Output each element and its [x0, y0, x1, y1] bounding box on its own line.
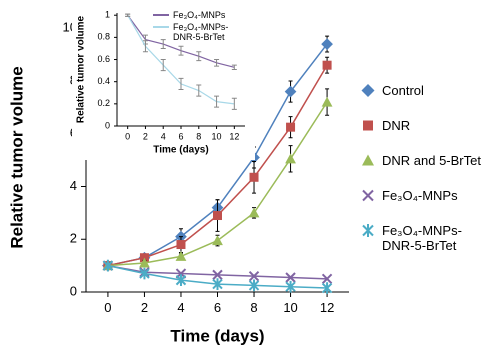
- marker: [362, 224, 374, 237]
- marker: [102, 259, 114, 272]
- legend-marker: [153, 14, 169, 16]
- legend-item: Fe₃O₄-MNPs: [152, 10, 252, 22]
- x-tick-label: 4: [161, 131, 166, 141]
- x-axis-title: Time (days): [153, 145, 208, 156]
- x-tick-label: 4: [177, 300, 184, 315]
- error-bar: [125, 13, 131, 17]
- marker: [321, 273, 333, 285]
- y-tick-label: 0.6: [97, 54, 110, 64]
- marker: [285, 280, 296, 293]
- marker: [361, 84, 375, 97]
- x-tick-label: 6: [214, 300, 221, 315]
- legend-item: Control: [360, 83, 495, 118]
- error-bar: [160, 39, 166, 49]
- y-tick-label: 1: [105, 10, 110, 20]
- y-tick-label: 0: [105, 120, 110, 130]
- legend-label: Fe₃O₄-MNPs-DNR-5-BrTet: [173, 22, 229, 42]
- error-bar: [142, 40, 148, 53]
- marker: [248, 207, 260, 218]
- legend-item: DNR: [360, 118, 495, 153]
- marker: [212, 235, 223, 246]
- legend-label: Fe₃O₄-MNPs: [173, 10, 226, 20]
- x-axis-title: Time (days): [170, 326, 264, 345]
- error-bar: [214, 59, 220, 67]
- marker: [321, 38, 333, 50]
- marker: [139, 257, 150, 268]
- marker: [248, 279, 260, 292]
- marker: [286, 122, 296, 132]
- error-bar: [231, 97, 237, 110]
- marker: [362, 154, 374, 166]
- x-tick-label: 10: [212, 131, 222, 141]
- x-tick-label: 2: [141, 300, 148, 315]
- marker: [363, 120, 373, 131]
- marker: [212, 278, 223, 290]
- marker: [249, 172, 259, 182]
- x-tick-label: 6: [178, 131, 183, 141]
- marker: [176, 240, 186, 250]
- legend-marker: [153, 26, 169, 28]
- marker: [213, 211, 222, 221]
- error-bar: [214, 95, 220, 108]
- legend-label: Control: [382, 83, 424, 98]
- error-bar: [196, 51, 202, 62]
- x-tick-label: 8: [196, 131, 201, 141]
- legend-item: DNR and 5-BrTet: [360, 153, 495, 188]
- marker: [212, 269, 223, 281]
- x-tick-label: 10: [283, 300, 297, 315]
- legend-label: Fe₃O₄-MNPs: [382, 188, 458, 203]
- y-axis-title: Relative tumor volume: [7, 66, 26, 248]
- y-tick-label: 0.4: [97, 76, 110, 86]
- legend-marker: [363, 120, 373, 131]
- legend-label: DNR: [382, 118, 411, 133]
- y-tick-label: 0.8: [97, 32, 110, 42]
- x-tick-label: 0: [125, 131, 130, 141]
- inset-legend: Fe₃O₄-MNPs Fe₃O₄-MNPs-DNR-5-BrTet: [152, 10, 252, 42]
- legend-item: Fe₃O₄-MNPs-DNR-5-BrTet: [360, 223, 495, 258]
- marker: [248, 270, 260, 282]
- legend-marker: [362, 224, 374, 237]
- y-tick-label: 0.2: [97, 98, 110, 108]
- y-tick-label: 4: [70, 178, 77, 193]
- legend-item: Fe₃O₄-MNPs-DNR-5-BrTet: [152, 22, 252, 42]
- x-tick-label: 12: [229, 131, 239, 141]
- marker: [362, 189, 374, 202]
- x-tick-label: 2: [143, 131, 148, 141]
- legend-label: DNR and 5-BrTet: [382, 153, 481, 168]
- inset-background: [72, 3, 255, 160]
- marker: [284, 85, 297, 98]
- marker: [285, 272, 296, 283]
- marker: [175, 250, 187, 261]
- error-bar: [160, 59, 166, 72]
- error-bar: [196, 84, 202, 97]
- error-bar: [231, 64, 237, 70]
- y-axis-title: Relative tumor volume: [76, 15, 87, 123]
- x-tick-label: 0: [104, 300, 111, 315]
- marker: [285, 153, 296, 164]
- y-tick-label: 0: [70, 283, 77, 298]
- legend-item: Fe₃O₄-MNPs: [360, 188, 495, 223]
- marker: [322, 60, 332, 70]
- error-bar: [178, 45, 184, 56]
- x-tick-label: 8: [250, 300, 257, 315]
- legend-marker: [362, 189, 374, 202]
- x-tick-label: 12: [320, 300, 334, 315]
- error-bar: [178, 77, 184, 90]
- marker: [321, 282, 333, 294]
- marker: [139, 267, 150, 280]
- marker: [321, 96, 333, 107]
- legend-marker: [362, 154, 374, 166]
- legend: Control DNR DNR and 5-BrTet Fe₃O₄-MNPs Fe₃O₄…: [360, 83, 495, 258]
- legend-marker: [361, 84, 375, 97]
- y-tick-label: 2: [70, 231, 77, 246]
- marker: [175, 274, 187, 286]
- legend-label: Fe₃O₄-MNPs-DNR-5-BrTet: [382, 223, 462, 253]
